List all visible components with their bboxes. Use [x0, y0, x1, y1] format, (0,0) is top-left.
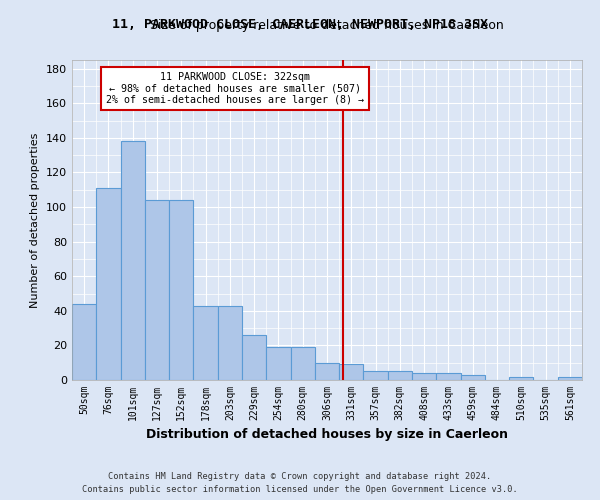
Bar: [121, 142, 145, 380]
Bar: [266, 347, 290, 380]
Bar: [169, 200, 193, 380]
Bar: [509, 376, 533, 380]
Bar: [218, 306, 242, 380]
Bar: [193, 306, 218, 380]
Y-axis label: Number of detached properties: Number of detached properties: [31, 132, 40, 308]
Bar: [412, 373, 436, 380]
Bar: [388, 372, 412, 380]
Bar: [290, 347, 315, 380]
X-axis label: Distribution of detached houses by size in Caerleon: Distribution of detached houses by size …: [146, 428, 508, 442]
Bar: [145, 200, 169, 380]
Bar: [96, 188, 121, 380]
Bar: [436, 373, 461, 380]
Bar: [558, 376, 582, 380]
Bar: [72, 304, 96, 380]
Bar: [461, 375, 485, 380]
Bar: [315, 362, 339, 380]
Text: Contains HM Land Registry data © Crown copyright and database right 2024.
Contai: Contains HM Land Registry data © Crown c…: [82, 472, 518, 494]
Bar: [242, 335, 266, 380]
Text: 11 PARKWOOD CLOSE: 322sqm
← 98% of detached houses are smaller (507)
2% of semi-: 11 PARKWOOD CLOSE: 322sqm ← 98% of detac…: [106, 72, 364, 106]
Bar: [364, 372, 388, 380]
Title: Size of property relative to detached houses in Caerleon: Size of property relative to detached ho…: [150, 20, 504, 32]
Text: 11, PARKWOOD CLOSE, CAERLEON, NEWPORT, NP18 3SX: 11, PARKWOOD CLOSE, CAERLEON, NEWPORT, N…: [112, 18, 488, 30]
Bar: [339, 364, 364, 380]
